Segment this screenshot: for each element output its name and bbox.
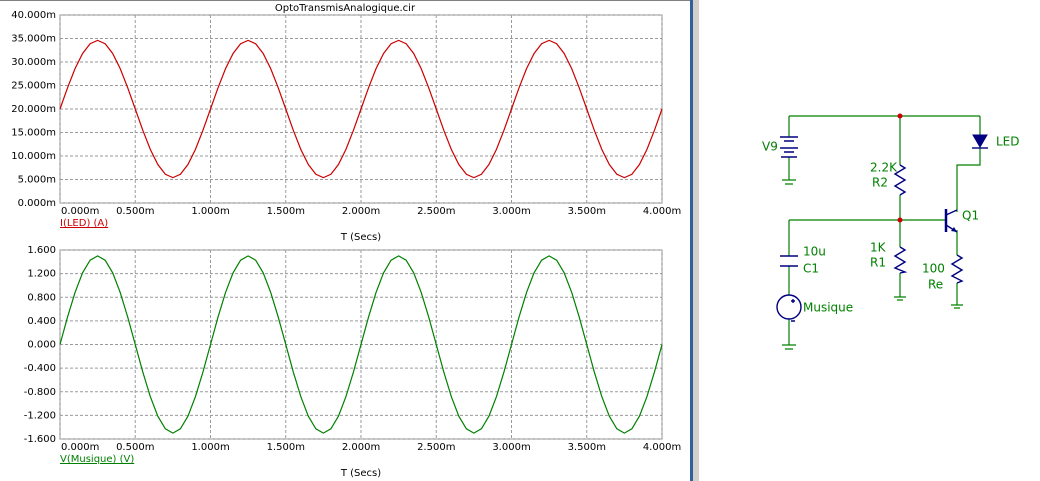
- y-tick-label: 0.000: [27, 340, 56, 351]
- wires: [788, 115, 981, 345]
- y-tick-label: -0.400: [24, 363, 56, 374]
- x-tick-label: 1.500m: [267, 442, 305, 453]
- y-tick-label: 0.000m: [18, 198, 56, 209]
- y-tick-label: 0.400: [27, 316, 56, 327]
- component-label[interactable]: V9: [762, 140, 778, 154]
- series-line: [59, 255, 663, 434]
- battery-symbol: [780, 136, 798, 158]
- component-label[interactable]: Musique: [803, 301, 853, 315]
- y-tick-label: -1.200: [24, 410, 56, 421]
- component-label[interactable]: C1: [803, 262, 819, 276]
- y-tick-label: 35.000m: [11, 34, 56, 45]
- junction: [897, 217, 903, 223]
- splitter[interactable]: [690, 0, 693, 481]
- junction: [897, 113, 903, 119]
- legend-entry: V(Musique) (V): [60, 454, 134, 465]
- ground: [951, 304, 963, 309]
- splitter-bar[interactable]: [693, 0, 699, 481]
- component-value[interactable]: 100: [922, 262, 945, 276]
- resistor-symbol: [950, 254, 964, 284]
- y-tick-label: 0.800: [27, 292, 56, 303]
- ground: [782, 179, 796, 185]
- component-label[interactable]: R1: [870, 256, 886, 270]
- x-axis-label: T (Secs): [340, 232, 381, 243]
- schematic-window: [699, 0, 1040, 481]
- y-tick-label: -0.800: [24, 387, 56, 398]
- x-tick-label: 2.500m: [417, 442, 455, 453]
- component-label[interactable]: Q1: [962, 209, 979, 223]
- x-tick-label: 4.000m: [643, 206, 681, 217]
- resistor-symbol: [893, 246, 908, 274]
- x-tick-label: 4.000m: [643, 442, 681, 453]
- x-tick-label: 0.500m: [116, 206, 154, 217]
- schematic: V9 2.2K R2 LED Q1 10u C1 1K R1 100 Re Mu…: [762, 113, 1020, 350]
- x-tick-label: 3.000m: [492, 442, 530, 453]
- x-axis-label: T (Secs): [340, 468, 381, 479]
- y-tick-label: 20.000m: [11, 104, 56, 115]
- y-tick-label: -1.600: [24, 434, 56, 445]
- x-tick-label: 0.500m: [116, 442, 154, 453]
- x-tick-label: 2.000m: [342, 442, 380, 453]
- x-tick-label: 1.000m: [191, 442, 229, 453]
- y-tick-label: 1.200: [27, 269, 56, 280]
- x-tick-label: 3.500m: [568, 442, 606, 453]
- x-tick-label: 3.000m: [492, 206, 530, 217]
- transistor-arrow: [951, 227, 957, 232]
- legend-entry: I(LED) (A): [60, 218, 108, 229]
- x-tick-label: 1.000m: [191, 206, 229, 217]
- y-tick-label: 5.000m: [18, 175, 56, 186]
- component-value[interactable]: 2.2K: [870, 161, 898, 175]
- capacitor-symbol: [780, 255, 798, 267]
- x-tick-label: 0.000m: [61, 206, 99, 217]
- series-line: [59, 39, 663, 179]
- y-tick-label: 15.000m: [11, 128, 56, 139]
- source-symbol: [776, 294, 802, 320]
- component-label[interactable]: Re: [928, 278, 943, 292]
- x-tick-label: 2.500m: [417, 206, 455, 217]
- component-value[interactable]: 1K: [870, 241, 887, 255]
- led-symbol: [972, 134, 988, 148]
- x-tick-label: 1.500m: [267, 206, 305, 217]
- y-tick-label: 10.000m: [11, 151, 56, 162]
- source-polarity: [791, 299, 795, 322]
- component-label[interactable]: R2: [872, 176, 888, 190]
- y-tick-label: 1.600: [27, 245, 56, 256]
- ground: [782, 344, 796, 350]
- y-tick-label: 25.000m: [11, 81, 56, 92]
- x-tick-label: 2.000m: [342, 206, 380, 217]
- y-tick-label: 40.000m: [11, 10, 56, 21]
- resistor-symbol: [893, 164, 907, 196]
- x-tick-label: 3.500m: [568, 206, 606, 217]
- y-tick-label: 30.000m: [11, 57, 56, 68]
- window-title: OptoTransmisAnalogique.cir: [275, 3, 416, 14]
- ground: [894, 296, 906, 301]
- component-value[interactable]: 10u: [803, 245, 826, 259]
- x-tick-label: 0.000m: [61, 442, 99, 453]
- component-label[interactable]: LED: [996, 135, 1020, 149]
